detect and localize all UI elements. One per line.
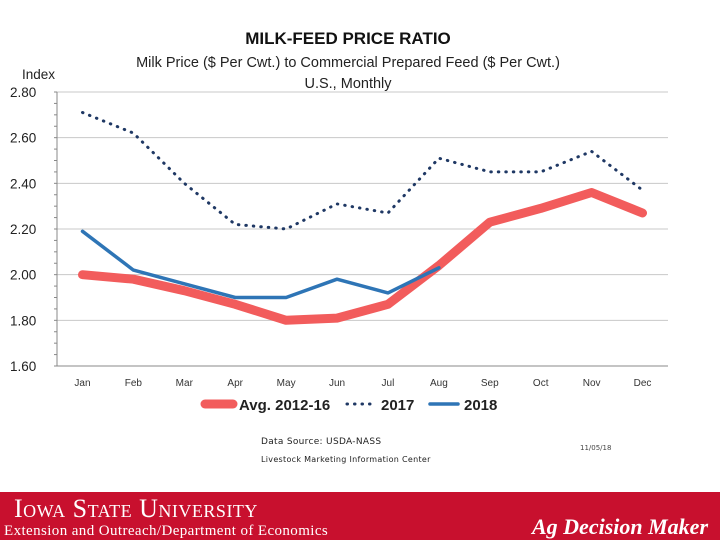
chart-subtitle-line-1: Milk Price ($ Per Cwt.) to Commercial Pr…: [136, 55, 560, 71]
y-axis-label: Index: [22, 67, 55, 82]
ag-decision-maker-brand: Ag Decision Maker: [532, 514, 708, 539]
x-tick-label: Aug: [430, 378, 448, 389]
y-tick-label: 2.60: [10, 131, 36, 146]
y-tick-label: 2.20: [10, 222, 36, 237]
x-tick-label: Jan: [74, 378, 90, 389]
x-tick-label: Apr: [227, 378, 243, 389]
x-tick-label: Mar: [176, 378, 194, 389]
extension-department-text: Extension and Outreach/Department of Eco…: [4, 523, 329, 539]
series-line-1: [81, 111, 644, 231]
milk-feed-chart: MILK-FEED PRICE RATIO Milk Price ($ Per …: [10, 29, 668, 414]
y-tick-label: 1.80: [10, 313, 36, 328]
series-line-0: [78, 188, 647, 325]
legend-label: 2018: [464, 397, 497, 414]
y-tick-label: 2.40: [10, 176, 36, 191]
chart-subtitle-line-2: U.S., Monthly: [304, 76, 392, 92]
university-name: Iowa State University: [14, 494, 258, 523]
source-organization-text: Livestock Marketing Information Center: [261, 455, 431, 464]
date-stamp: 11/05/18: [580, 444, 612, 452]
x-tick-label: Feb: [125, 378, 143, 389]
x-tick-label: Jul: [382, 378, 395, 389]
y-tick-label: 2.00: [10, 268, 36, 283]
x-tick-label: Nov: [583, 378, 601, 389]
y-tick-label: 2.80: [10, 85, 36, 100]
footer-banner: Iowa State University Extension and Outr…: [0, 490, 720, 540]
legend-label: 2017: [381, 397, 414, 414]
series-line-2: [80, 229, 441, 300]
x-tick-label: Jun: [329, 378, 345, 389]
data-source-text: Data Source: USDA-NASS: [261, 437, 382, 447]
x-tick-label: Oct: [533, 378, 549, 389]
x-tick-label: Dec: [634, 378, 652, 389]
chart-title: MILK-FEED PRICE RATIO: [245, 29, 451, 48]
x-tick-label: Sep: [481, 378, 499, 389]
legend-label: Avg. 2012-16: [239, 397, 330, 414]
x-tick-label: May: [277, 378, 296, 389]
y-tick-label: 1.60: [10, 359, 36, 374]
